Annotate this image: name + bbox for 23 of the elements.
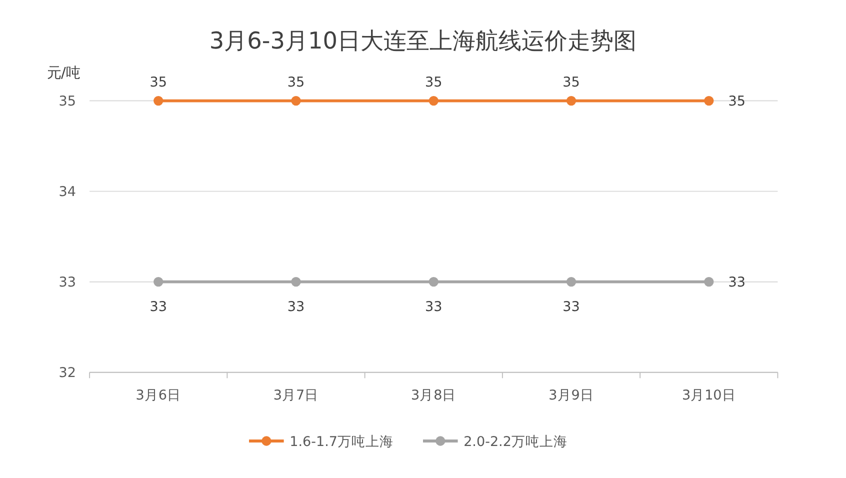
data-label: 33 <box>287 298 305 315</box>
y-tick-label: 35 <box>58 94 76 110</box>
x-tick-label: 3月9日 <box>548 387 594 404</box>
data-label: 35 <box>728 94 746 110</box>
legend-label: 2.0-2.2万吨上海 <box>464 434 568 450</box>
y-tick-label: 32 <box>58 365 76 382</box>
x-tick-label: 3月7日 <box>273 387 319 404</box>
data-label: 35 <box>150 74 167 90</box>
x-tick-label: 3月6日 <box>136 387 181 404</box>
y-axis-title: 元/吨 <box>46 66 80 82</box>
data-label: 33 <box>425 298 442 315</box>
data-label: 35 <box>562 74 580 90</box>
x-tick-label: 3月10日 <box>682 387 736 404</box>
chart-title: 3月6-3月10日大连至上海航线运价走势图 <box>209 28 637 55</box>
data-label: 33 <box>728 274 746 291</box>
data-label: 35 <box>287 74 305 90</box>
legend-label: 1.6-1.7万吨上海 <box>290 434 394 450</box>
data-label: 35 <box>425 74 442 90</box>
x-tick-label: 3月8日 <box>411 387 456 404</box>
y-tick-label: 34 <box>58 184 76 200</box>
data-label: 33 <box>150 298 167 315</box>
data-label: 33 <box>562 298 580 315</box>
y-tick-label: 33 <box>58 274 76 291</box>
